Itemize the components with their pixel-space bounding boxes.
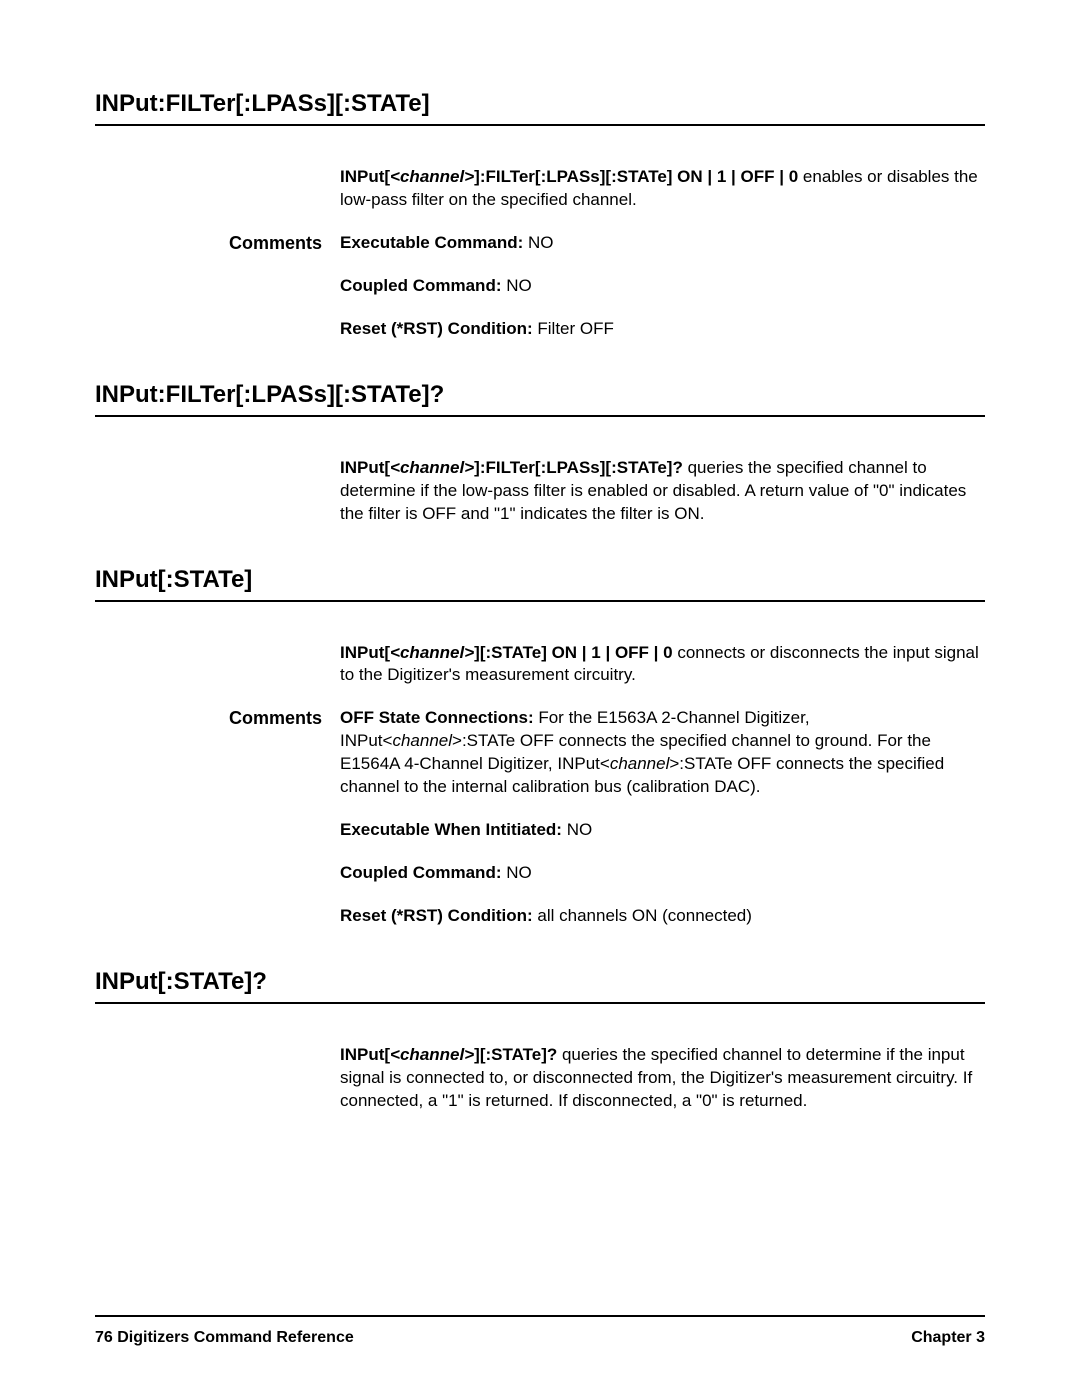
footer-rule bbox=[95, 1315, 985, 1317]
comments-label: Comments bbox=[95, 232, 340, 254]
empty-label bbox=[95, 166, 340, 167]
section-input-state-query: INPut[:STATe]? INPut[<channel>][:STATe]?… bbox=[95, 968, 985, 1113]
empty-label bbox=[95, 457, 340, 458]
footer-left: 76 Digitizers Command Reference bbox=[95, 1329, 354, 1347]
comments-body: OFF State Connections: For the E1563A 2-… bbox=[340, 707, 985, 928]
comments-row: Comments OFF State Connections: For the … bbox=[95, 707, 985, 928]
page-footer: 76 Digitizers Command Reference Chapter … bbox=[95, 1315, 985, 1347]
empty-label bbox=[95, 1044, 340, 1045]
description-text: INPut[<channel>][:STATe] ON | 1 | OFF | … bbox=[340, 642, 985, 688]
description-row: INPut[<channel>][:STATe]? queries the sp… bbox=[95, 1044, 985, 1113]
section-title: INPut[:STATe] bbox=[95, 566, 985, 602]
description-text: INPut[<channel>][:STATe]? queries the sp… bbox=[340, 1044, 985, 1113]
empty-label bbox=[95, 642, 340, 643]
description-row: INPut[<channel>]:FILTer[:LPASs][:STATe]?… bbox=[95, 457, 985, 526]
section-title: INPut:FILTer[:LPASs][:STATe]? bbox=[95, 381, 985, 417]
comments-body: Executable Command: NO Coupled Command: … bbox=[340, 232, 985, 341]
comment-line: Reset (*RST) Condition: Filter OFF bbox=[340, 318, 985, 341]
section-input-filter-state: INPut:FILTer[:LPASs][:STATe] INPut[<chan… bbox=[95, 90, 985, 341]
comments-label: Comments bbox=[95, 707, 340, 729]
section-title: INPut[:STATe]? bbox=[95, 968, 985, 1004]
section-input-state: INPut[:STATe] INPut[<channel>][:STATe] O… bbox=[95, 566, 985, 928]
footer-right: Chapter 3 bbox=[911, 1329, 985, 1347]
comment-line: Executable Command: NO bbox=[340, 232, 985, 255]
section-title: INPut:FILTer[:LPASs][:STATe] bbox=[95, 90, 985, 126]
off-state-paragraph: OFF State Connections: For the E1563A 2-… bbox=[340, 707, 985, 799]
comment-line: Reset (*RST) Condition: all channels ON … bbox=[340, 905, 985, 928]
description-text: INPut[<channel>]:FILTer[:LPASs][:STATe]?… bbox=[340, 457, 985, 526]
description-row: INPut[<channel>]:FILTer[:LPASs][:STATe] … bbox=[95, 166, 985, 212]
section-input-filter-state-query: INPut:FILTer[:LPASs][:STATe]? INPut[<cha… bbox=[95, 381, 985, 526]
comment-line: Coupled Command: NO bbox=[340, 862, 985, 885]
description-row: INPut[<channel>][:STATe] ON | 1 | OFF | … bbox=[95, 642, 985, 688]
description-text: INPut[<channel>]:FILTer[:LPASs][:STATe] … bbox=[340, 166, 985, 212]
comment-line: Coupled Command: NO bbox=[340, 275, 985, 298]
footer-row: 76 Digitizers Command Reference Chapter … bbox=[95, 1329, 985, 1347]
comments-row: Comments Executable Command: NO Coupled … bbox=[95, 232, 985, 341]
page: INPut:FILTer[:LPASs][:STATe] INPut[<chan… bbox=[0, 0, 1080, 1397]
comment-line: Executable When Intitiated: NO bbox=[340, 819, 985, 842]
